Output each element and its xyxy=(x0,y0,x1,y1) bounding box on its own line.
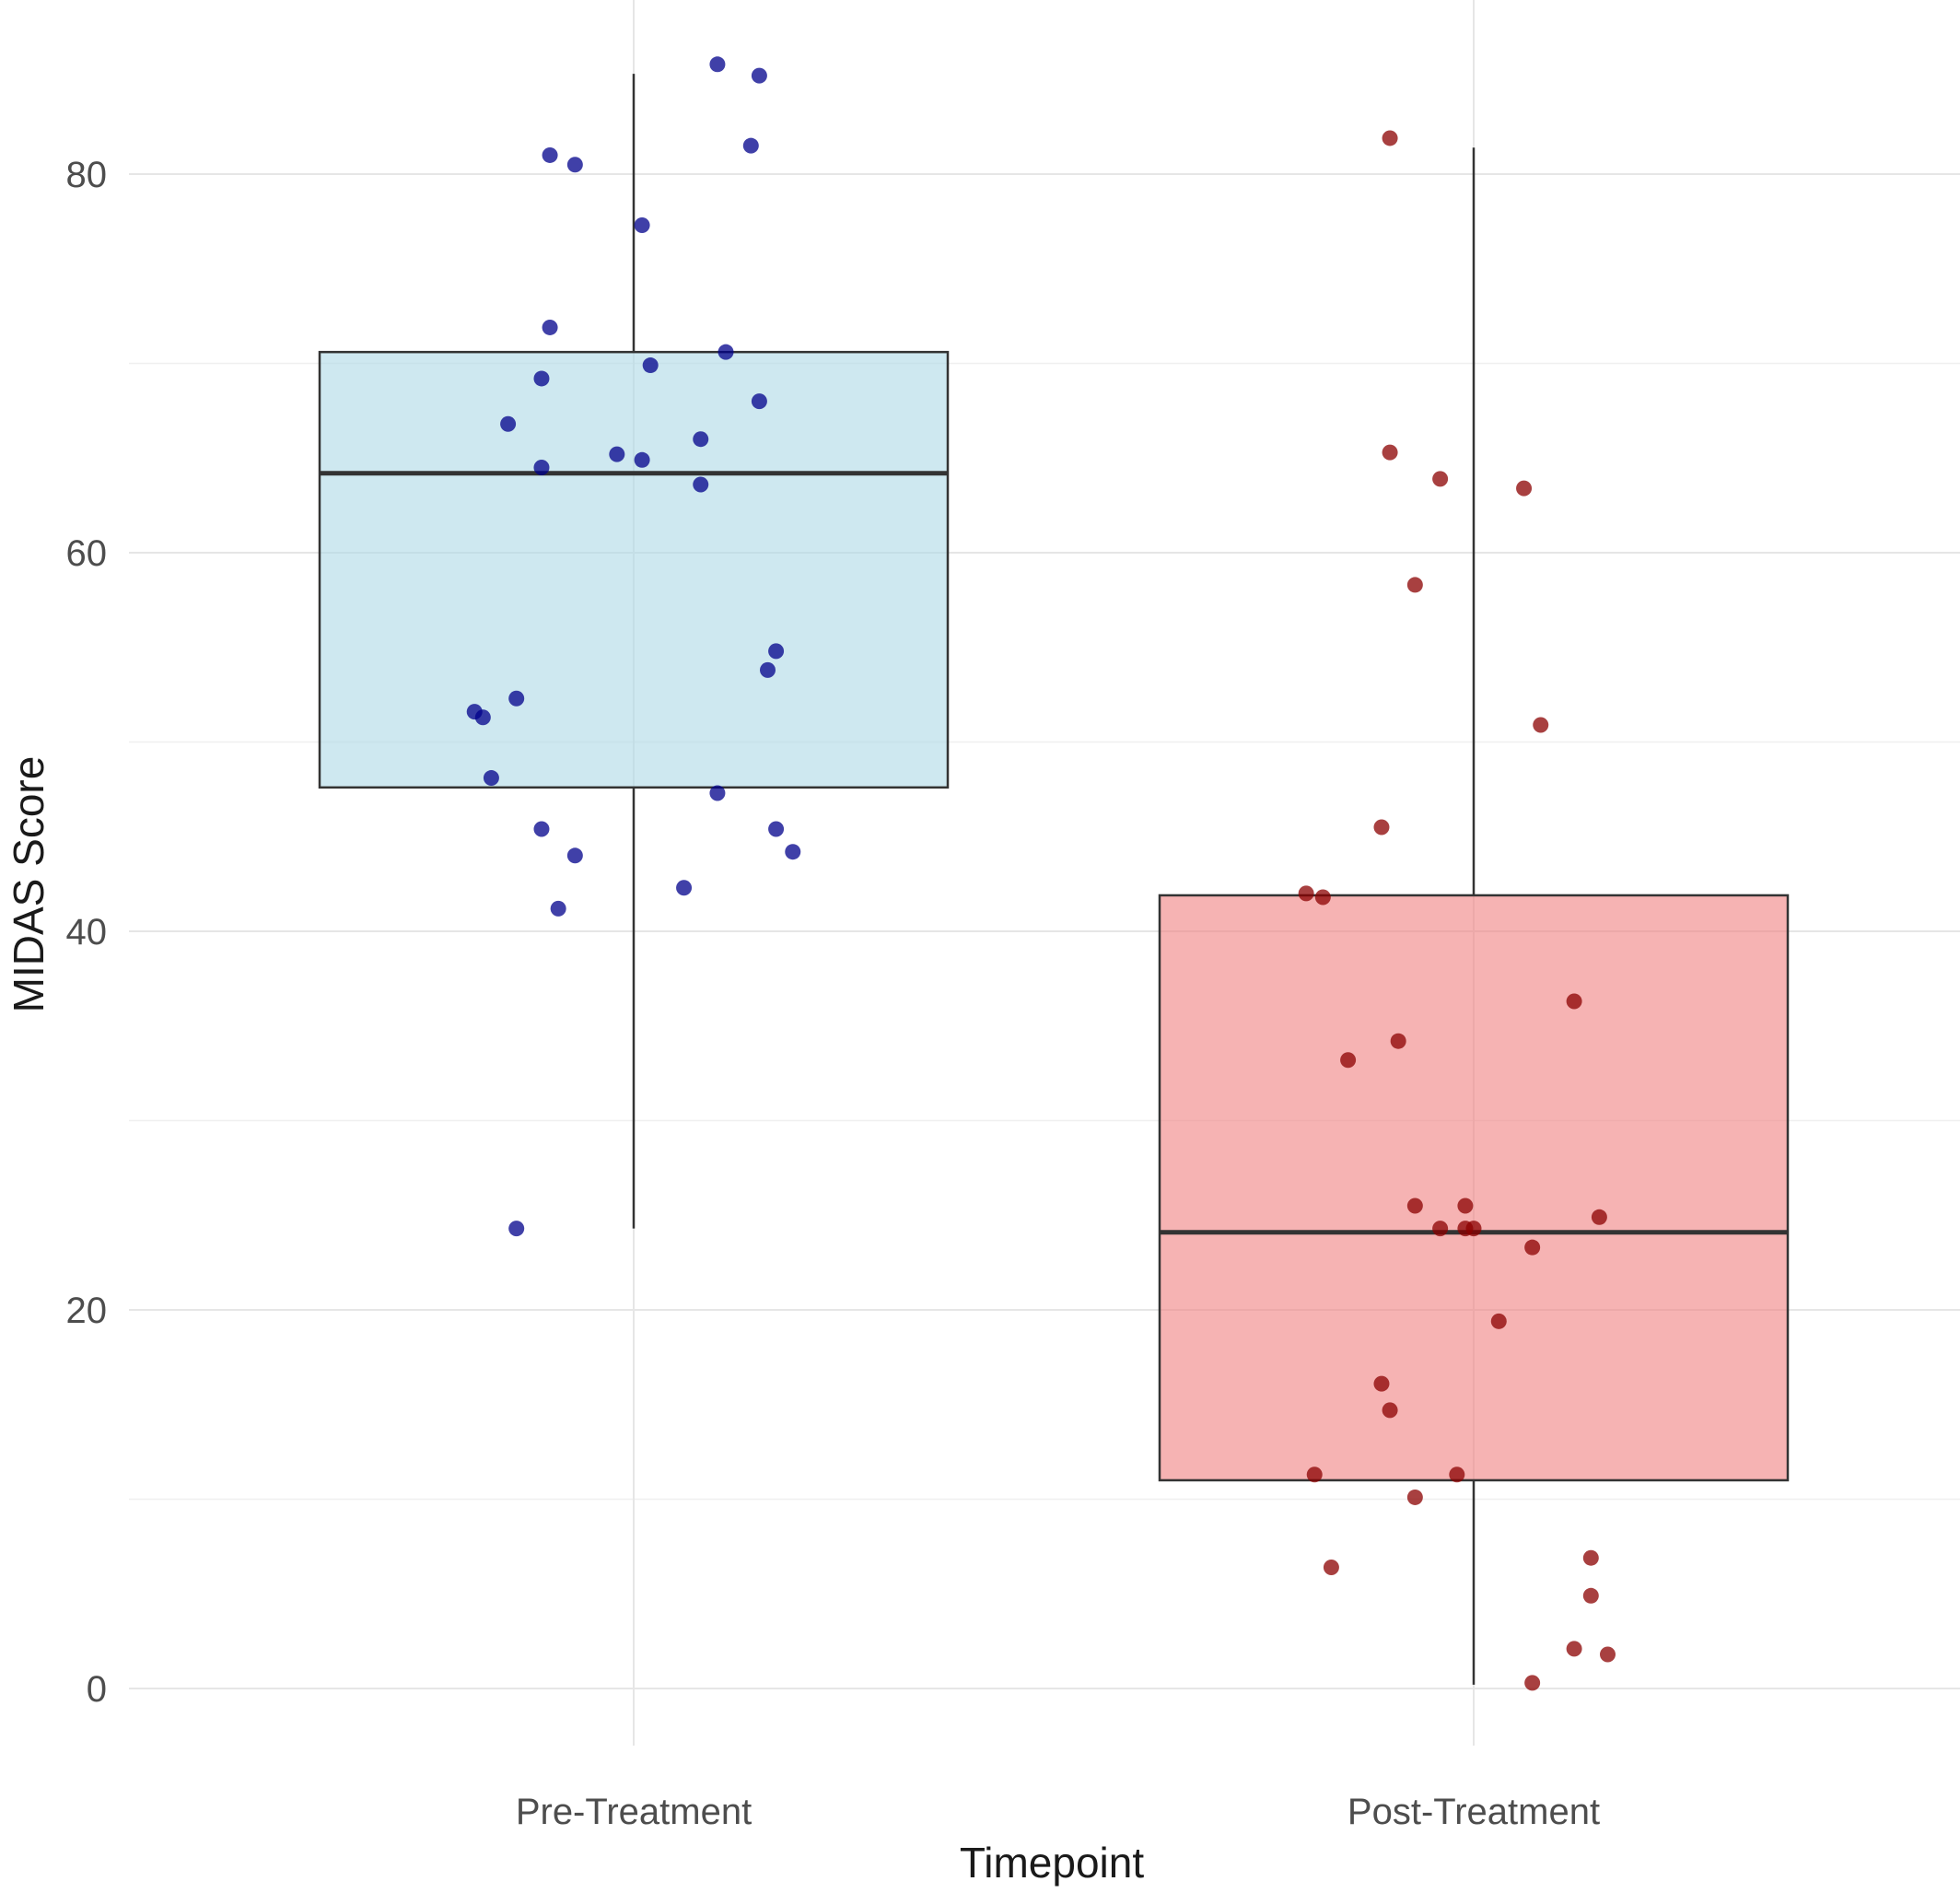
data-point xyxy=(1465,1221,1482,1237)
y-tick-label: 40 xyxy=(66,912,108,952)
data-point xyxy=(768,643,785,660)
data-point xyxy=(768,821,785,837)
data-point xyxy=(1406,1489,1423,1505)
grid-lines xyxy=(129,0,1960,1746)
box-group xyxy=(318,74,950,1229)
data-point xyxy=(508,1221,525,1237)
x-tick-labels: Pre-Treatment Post-Treatment xyxy=(516,1792,1600,1832)
data-point xyxy=(785,844,801,860)
data-point xyxy=(634,216,650,233)
data-point xyxy=(742,137,759,154)
x-tick-label: Post-Treatment xyxy=(1348,1792,1600,1832)
data-point xyxy=(1382,1402,1398,1419)
data-point xyxy=(609,446,625,462)
data-point xyxy=(1490,1313,1507,1329)
box-group xyxy=(1158,147,1790,1685)
data-point xyxy=(533,460,550,476)
data-point xyxy=(542,319,558,335)
box-iqr xyxy=(1158,894,1790,1482)
data-point xyxy=(1533,717,1549,733)
y-tick-labels: 0 20 40 60 80 xyxy=(66,155,108,1710)
data-point xyxy=(1524,1239,1541,1256)
data-point xyxy=(676,880,693,896)
data-point xyxy=(1298,885,1314,902)
data-point xyxy=(1591,1209,1607,1225)
data-point xyxy=(533,370,550,387)
data-point xyxy=(533,821,550,837)
data-point xyxy=(751,67,767,84)
data-point xyxy=(759,661,776,678)
data-point xyxy=(1599,1646,1616,1663)
data-point xyxy=(693,476,709,493)
data-point xyxy=(1382,444,1398,461)
data-point xyxy=(751,393,767,410)
data-point xyxy=(1373,819,1390,835)
data-point xyxy=(542,146,558,163)
data-point xyxy=(500,415,517,432)
data-point xyxy=(1406,1198,1423,1214)
data-point xyxy=(566,847,583,864)
data-point xyxy=(508,690,525,707)
data-point xyxy=(1382,130,1398,146)
y-tick-label: 60 xyxy=(66,533,108,574)
y-tick-label: 0 xyxy=(87,1669,107,1710)
y-tick-label: 80 xyxy=(66,155,108,195)
data-point xyxy=(566,157,583,173)
data-point xyxy=(1582,1549,1599,1566)
data-point xyxy=(550,900,566,917)
y-tick-label: 20 xyxy=(66,1291,108,1331)
data-point xyxy=(483,770,499,787)
data-point xyxy=(1323,1559,1339,1575)
x-axis-title: Timepoint xyxy=(960,1839,1144,1887)
y-axis-title: MIDAS Score xyxy=(5,756,52,1013)
data-point xyxy=(1340,1052,1357,1069)
data-point xyxy=(1406,577,1423,593)
data-point xyxy=(634,451,650,468)
data-point xyxy=(1449,1466,1465,1483)
data-point xyxy=(1432,471,1449,487)
data-point xyxy=(1373,1375,1390,1392)
jitter-points xyxy=(466,56,1616,1691)
data-point xyxy=(709,56,726,73)
data-point xyxy=(474,709,491,726)
data-point xyxy=(1516,480,1533,497)
data-point xyxy=(1457,1198,1474,1214)
x-tick-label: Pre-Treatment xyxy=(516,1792,752,1832)
data-point xyxy=(709,785,726,801)
box-iqr xyxy=(318,350,950,789)
data-point xyxy=(1390,1033,1406,1049)
data-point xyxy=(718,344,734,360)
data-point xyxy=(1314,889,1331,906)
data-point xyxy=(1306,1466,1323,1483)
box-plots xyxy=(318,74,1790,1685)
data-point xyxy=(642,357,659,374)
data-point xyxy=(1432,1221,1449,1237)
data-point xyxy=(1524,1675,1541,1691)
data-point xyxy=(1566,993,1582,1010)
data-point xyxy=(1582,1587,1599,1604)
data-point xyxy=(1566,1641,1582,1657)
data-point xyxy=(693,431,709,448)
